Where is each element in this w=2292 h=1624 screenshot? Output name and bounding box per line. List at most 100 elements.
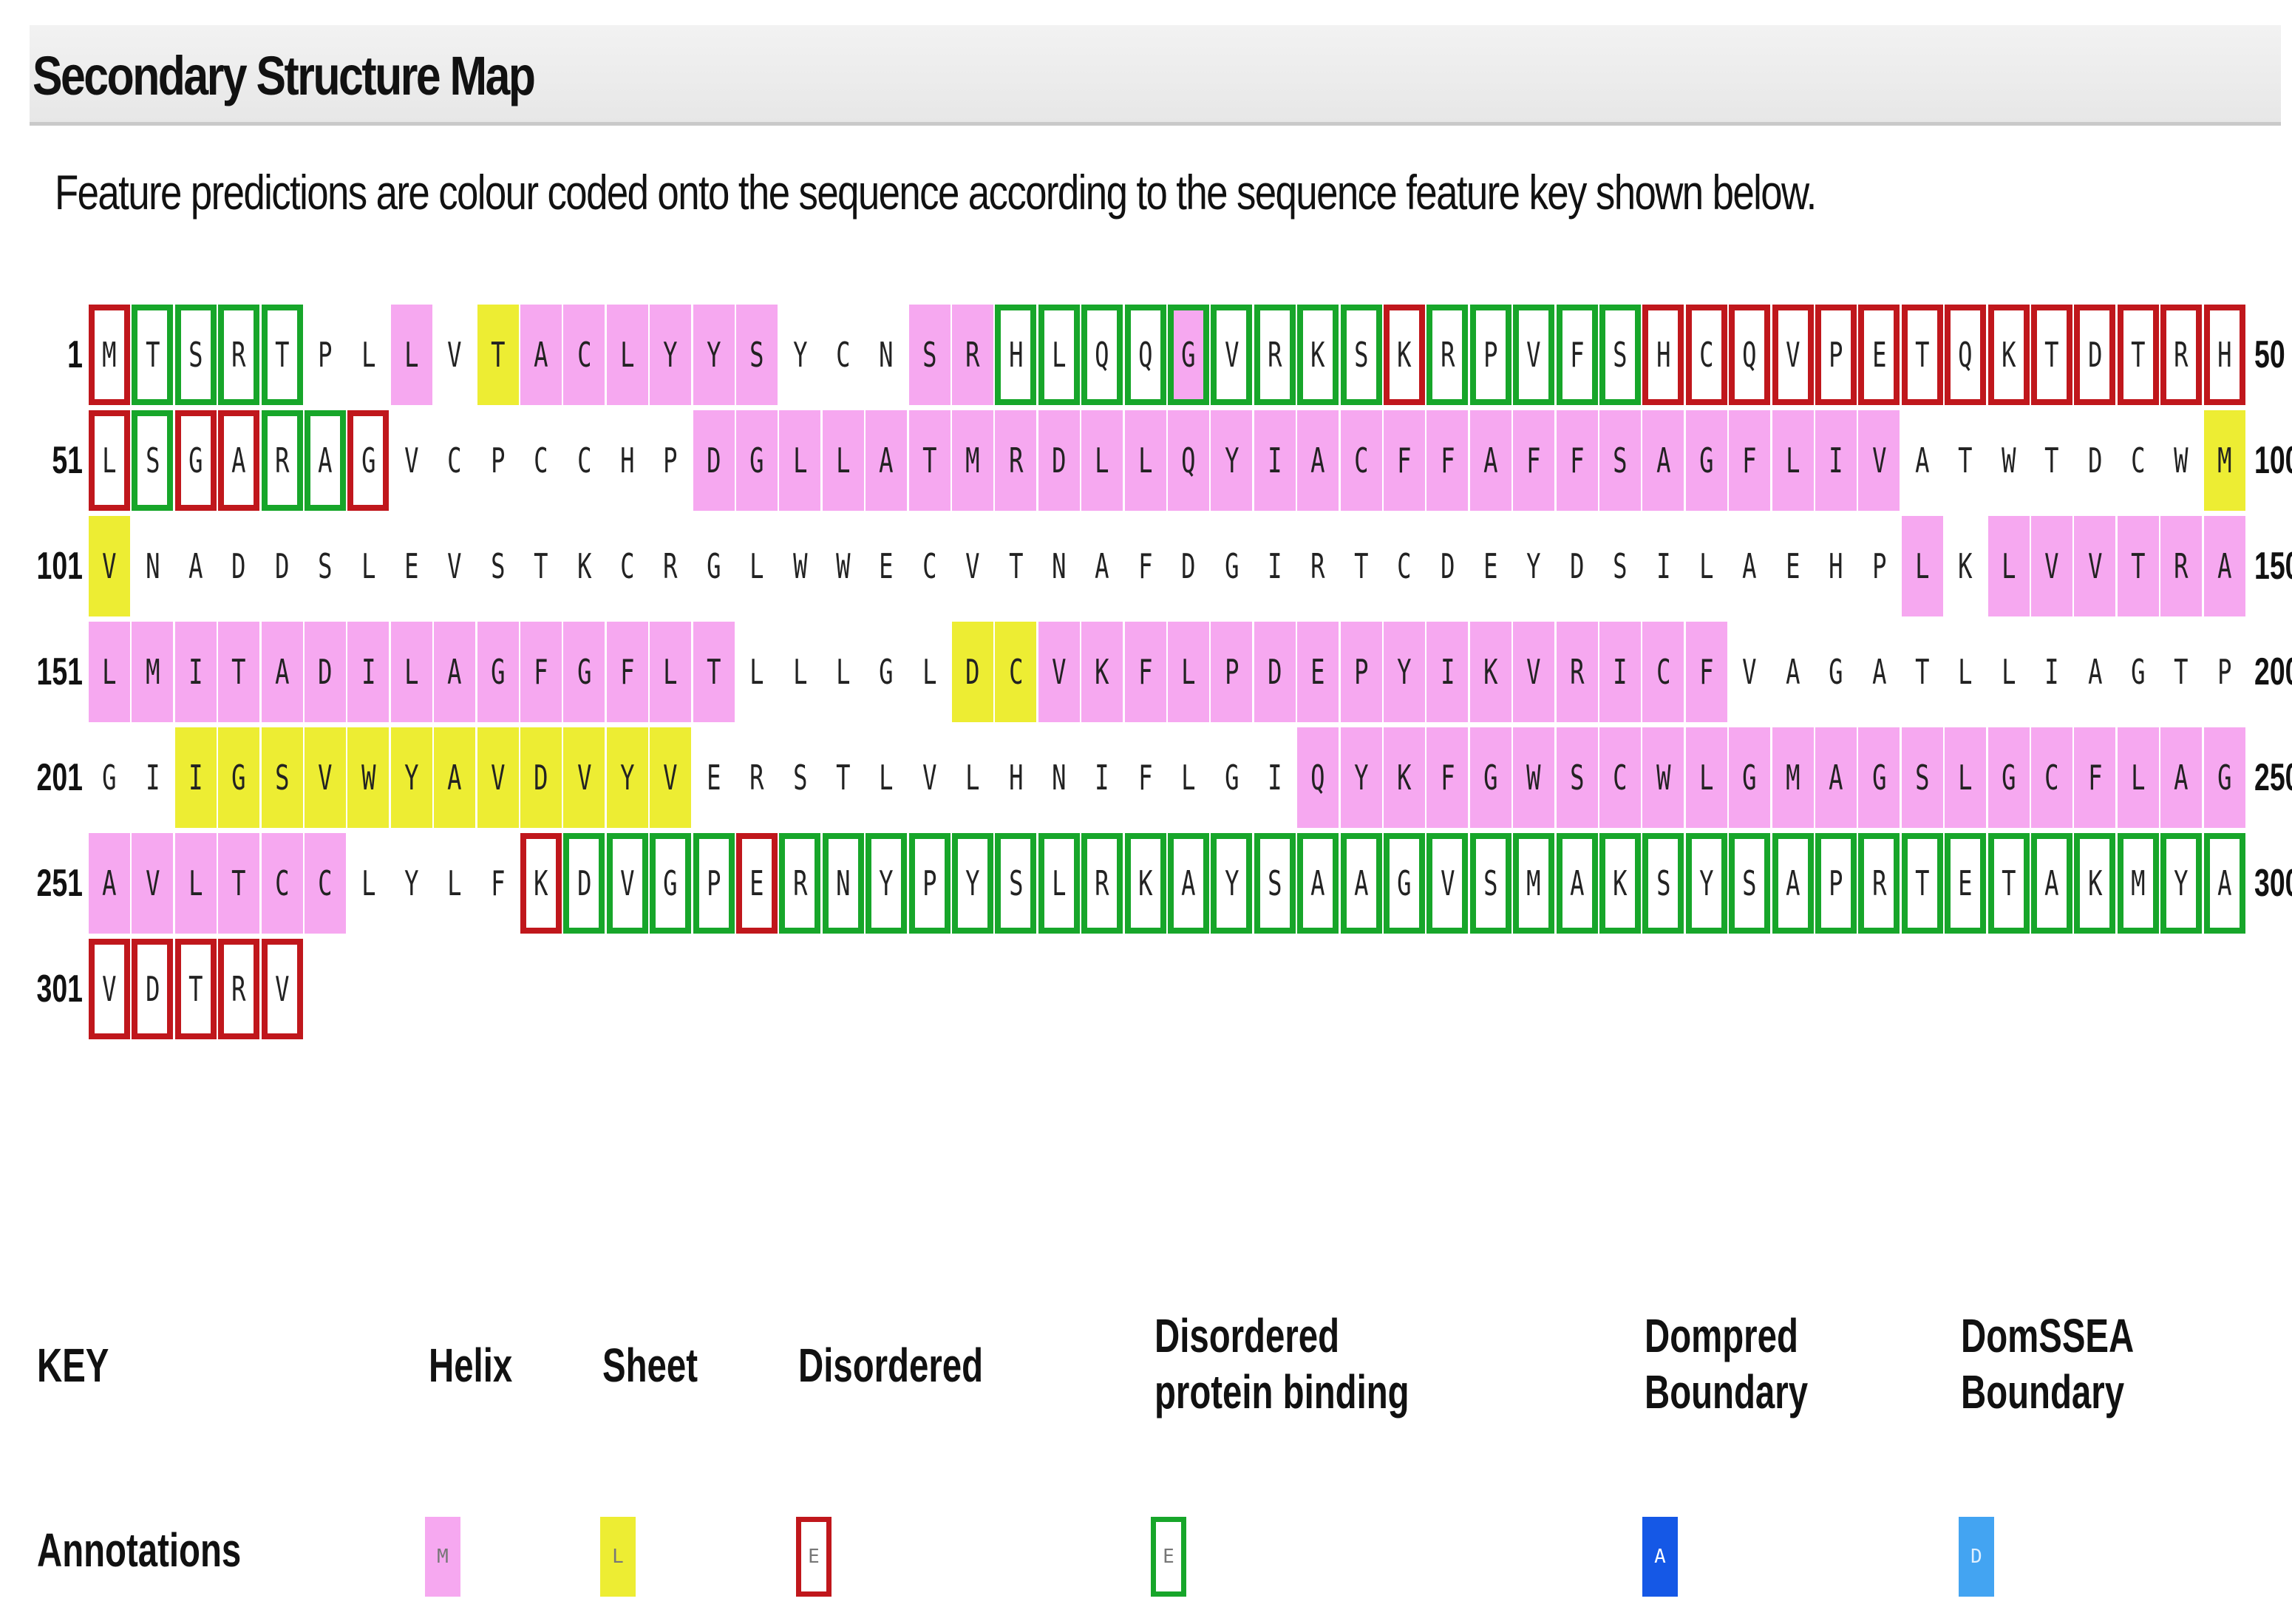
- residue: K: [520, 833, 562, 934]
- residue-letter: T: [1958, 441, 1973, 480]
- residue-letter: A: [1871, 652, 1887, 692]
- residue-letter: C: [274, 863, 290, 903]
- residue: I: [1426, 622, 1469, 722]
- residue: A: [2074, 622, 2115, 722]
- residue: S: [779, 727, 820, 828]
- residue: L: [1168, 727, 1209, 828]
- residue-letter: N: [879, 335, 894, 375]
- residue-letter: L: [361, 546, 376, 586]
- residue: F: [1124, 622, 1166, 722]
- residue-letter: G: [1181, 335, 1196, 375]
- residue: G: [347, 410, 390, 511]
- residue: L: [1686, 516, 1727, 616]
- residue: T: [174, 939, 217, 1039]
- residue: L: [650, 622, 692, 722]
- residue: R: [1426, 305, 1469, 405]
- residue-letter: G: [1483, 758, 1498, 798]
- residue: A: [261, 622, 303, 722]
- residue: Y: [606, 727, 648, 828]
- residue-letter: P: [1871, 546, 1887, 586]
- residue: F: [1513, 410, 1555, 511]
- residue: W: [1988, 410, 2030, 511]
- residue: T: [1987, 833, 2030, 934]
- residue-letter: S: [490, 546, 506, 586]
- residue-letter: P: [1829, 863, 1843, 903]
- residue: L: [347, 305, 389, 405]
- residue-letter: L: [792, 652, 808, 692]
- residue: F: [1426, 410, 1469, 511]
- residue-letter: H: [2217, 335, 2232, 375]
- residue: M: [2117, 833, 2159, 934]
- residue: R: [261, 410, 303, 511]
- residue: S: [1599, 410, 1641, 511]
- residue-letter: F: [1397, 441, 1412, 480]
- residue: D: [952, 622, 993, 722]
- residue-letter: Y: [404, 758, 419, 798]
- residue: Y: [866, 833, 908, 934]
- residue: S: [1469, 833, 1511, 934]
- residue: A: [2203, 516, 2245, 616]
- residue-letter: S: [1742, 863, 1757, 903]
- residue-letter: A: [879, 441, 894, 480]
- residue-letter: K: [1138, 863, 1153, 903]
- residue: R: [218, 939, 260, 1039]
- residue: K: [1945, 516, 1986, 616]
- residue: I: [1081, 727, 1123, 828]
- residue-letter: L: [879, 758, 894, 798]
- residue: A: [1729, 516, 1770, 616]
- residue: S: [1642, 833, 1684, 934]
- residue-letter: V: [922, 758, 937, 798]
- residue: N: [1038, 727, 1080, 828]
- residue-letter: V: [318, 758, 333, 798]
- residue: R: [650, 516, 691, 616]
- residue: L: [1945, 727, 1987, 828]
- residue: C: [305, 833, 346, 934]
- residue: R: [1858, 833, 1900, 934]
- residue-letter: P: [1829, 335, 1843, 375]
- residue-letter: H: [1008, 758, 1024, 798]
- residue-letter: R: [1871, 863, 1887, 903]
- residue: S: [305, 516, 346, 616]
- key-label-binding-line1: Disordered: [1154, 1309, 1340, 1362]
- residue: G: [2118, 622, 2159, 722]
- residue: A: [1297, 833, 1339, 934]
- residue: L: [779, 622, 820, 722]
- residue: Q: [1945, 305, 1987, 405]
- residue-letter: L: [1181, 758, 1196, 798]
- residue: P: [1340, 622, 1382, 722]
- residue: V: [1038, 622, 1080, 722]
- residue: L: [1987, 516, 2030, 616]
- residue-letter: G: [2217, 758, 2232, 798]
- residue: V: [1513, 622, 1555, 722]
- residue: L: [1901, 516, 1943, 616]
- residue: T: [1945, 410, 1986, 511]
- residue-letter: R: [274, 441, 290, 480]
- residue: T: [2117, 305, 2159, 405]
- residue-letter: P: [1353, 652, 1369, 692]
- residue-letter: D: [965, 652, 980, 692]
- residue: L: [89, 410, 130, 511]
- residue: E: [1772, 516, 1814, 616]
- residue: C: [2118, 410, 2159, 511]
- residue: D: [305, 622, 346, 722]
- residue: F: [477, 833, 519, 934]
- residue: C: [607, 516, 648, 616]
- swatch-domssea: D: [1959, 1517, 1994, 1597]
- residue: D: [132, 939, 174, 1039]
- residue-letter: I: [188, 758, 203, 798]
- residue-letter: L: [1915, 546, 1930, 586]
- residue-letter: L: [965, 758, 980, 798]
- residue-letter: D: [318, 652, 333, 692]
- residue: I: [1254, 516, 1296, 616]
- residue-letter: G: [577, 652, 592, 692]
- residue: C: [995, 622, 1037, 722]
- residue-letter: D: [145, 969, 160, 1009]
- residue-letter: N: [1052, 758, 1067, 798]
- swatch-disordered: E: [796, 1517, 832, 1597]
- residue-letter: F: [1569, 441, 1585, 480]
- residue-letter: L: [1785, 441, 1800, 480]
- residue: L: [1685, 727, 1727, 828]
- residue: R: [1081, 833, 1123, 934]
- residue-letter: L: [361, 335, 376, 375]
